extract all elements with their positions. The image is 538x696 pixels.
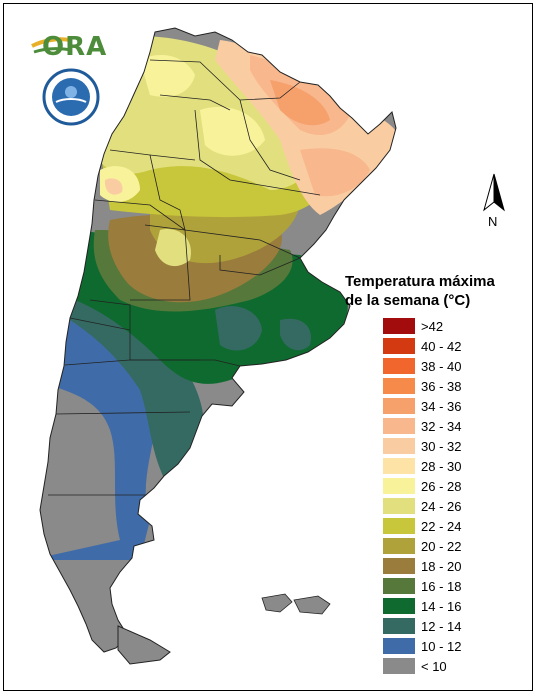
legend-swatch — [383, 478, 415, 494]
legend-label: 24 - 26 — [421, 498, 462, 514]
legend-swatch — [383, 318, 415, 334]
legend-label: 34 - 36 — [421, 398, 462, 414]
legend-title: Temperatura máxima de la semana (°C) — [345, 272, 495, 310]
smn-seal-icon — [42, 68, 100, 126]
legend-item: 28 - 30 — [383, 456, 461, 476]
legend-swatch — [383, 618, 415, 634]
legend-label: 16 - 18 — [421, 578, 462, 594]
legend-swatch — [383, 458, 415, 474]
ora-logo-text: ORA — [42, 32, 108, 62]
legend-item: 14 - 16 — [383, 596, 461, 616]
legend-swatch — [383, 398, 415, 414]
legend-item: 38 - 40 — [383, 356, 461, 376]
legend-swatch — [383, 558, 415, 574]
legend-swatch — [383, 518, 415, 534]
legend-item: 12 - 14 — [383, 616, 461, 636]
legend-label: 26 - 28 — [421, 478, 462, 494]
legend-label: 36 - 38 — [421, 378, 462, 394]
legend-swatch — [383, 358, 415, 374]
legend-label: 12 - 14 — [421, 618, 462, 634]
legend-item: 26 - 28 — [383, 476, 461, 496]
legend-item: 22 - 24 — [383, 516, 461, 536]
legend-title-line2: de la semana (°C) — [345, 292, 471, 309]
legend-title-line1: Temperatura máxima — [345, 273, 495, 290]
north-arrow-icon — [483, 173, 505, 212]
legend-label: < 10 — [421, 658, 447, 674]
legend-item: 16 - 18 — [383, 576, 461, 596]
legend-label: 18 - 20 — [421, 558, 462, 574]
legend-swatch — [383, 378, 415, 394]
legend-swatch — [383, 658, 415, 674]
legend-label: 10 - 12 — [421, 638, 462, 654]
legend-label: 40 - 42 — [421, 338, 462, 354]
legend-swatch — [383, 578, 415, 594]
north-label: N — [488, 214, 498, 229]
legend-swatch — [383, 638, 415, 654]
legend-item: 32 - 34 — [383, 416, 461, 436]
legend-label: >42 — [421, 318, 444, 334]
legend-item: 18 - 20 — [383, 556, 461, 576]
malvinas-islands — [261, 593, 331, 615]
legend-swatch — [383, 598, 415, 614]
legend-label: 30 - 32 — [421, 438, 462, 454]
legend-item: 34 - 36 — [383, 396, 461, 416]
legend-label: 32 - 34 — [421, 418, 462, 434]
legend-label: 28 - 30 — [421, 458, 462, 474]
legend-item: 24 - 26 — [383, 496, 461, 516]
ora-logo-icon — [31, 37, 73, 54]
legend-item: 20 - 22 — [383, 536, 461, 556]
legend-label: 38 - 40 — [421, 358, 462, 374]
legend-item: 30 - 32 — [383, 436, 461, 456]
legend-swatch — [383, 438, 415, 454]
legend-item: 40 - 42 — [383, 336, 461, 356]
map-frame — [3, 3, 533, 691]
legend-swatch — [383, 338, 415, 354]
ora-logo: ORA — [30, 28, 110, 62]
legend-item: 10 - 12 — [383, 636, 461, 656]
legend-swatch — [383, 498, 415, 514]
legend-label: 22 - 24 — [421, 518, 462, 534]
legend-label: 20 - 22 — [421, 538, 462, 554]
legend-item: < 10 — [383, 656, 461, 676]
legend-item: 36 - 38 — [383, 376, 461, 396]
legend-swatch — [383, 538, 415, 554]
legend-label: 14 - 16 — [421, 598, 462, 614]
legend-item: >42 — [383, 316, 461, 336]
legend: >42 40 - 42 38 - 40 36 - 38 34 - 36 32 - 34 30… — [383, 316, 461, 676]
tierra-del-fuego — [117, 625, 171, 665]
legend-swatch — [383, 418, 415, 434]
